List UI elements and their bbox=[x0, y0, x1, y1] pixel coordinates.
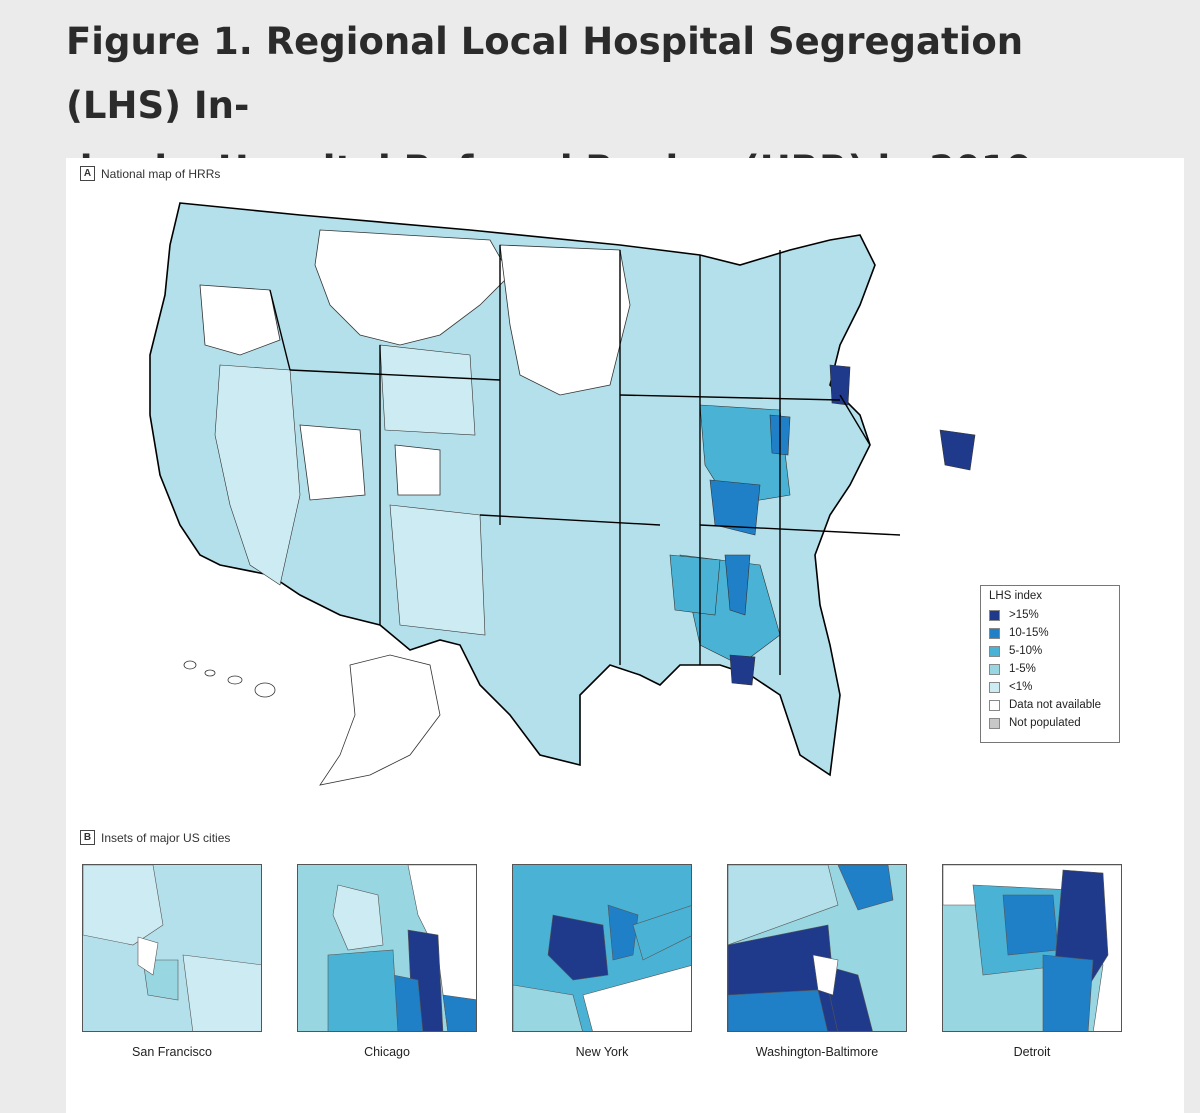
region-lt1-newmexico bbox=[389, 504, 486, 636]
panel-a-title: National map of HRRs bbox=[101, 166, 221, 181]
inset-san-francisco bbox=[82, 864, 262, 1032]
legend-swatch bbox=[989, 663, 1000, 675]
us-hrr-map bbox=[149, 202, 976, 786]
legend-item: <1% bbox=[989, 678, 1111, 696]
region-no-data-oregon bbox=[199, 284, 281, 356]
legend-label: 1-5% bbox=[1009, 663, 1036, 675]
inset-washington-baltimore bbox=[727, 864, 907, 1032]
legend-item: Data not available bbox=[989, 696, 1111, 714]
region-10to15-memphis bbox=[724, 554, 751, 616]
legend-item: >15% bbox=[989, 606, 1111, 624]
inset-label-washington-baltimore: Washington-Baltimore bbox=[755, 1045, 879, 1059]
inset-chicago bbox=[297, 864, 477, 1032]
legend-item: 5-10% bbox=[989, 642, 1111, 660]
inset-new-york bbox=[512, 864, 692, 1032]
legend-label: <1% bbox=[1009, 681, 1033, 693]
region-no-data-dakotas bbox=[499, 244, 631, 396]
legend-swatch bbox=[989, 627, 1000, 639]
region-gt15-neworleans bbox=[729, 654, 756, 686]
legend-swatch bbox=[989, 609, 1000, 621]
legend-label: 5-10% bbox=[1009, 645, 1043, 657]
panel-a-label: A National map of HRRs bbox=[80, 166, 220, 181]
inset-label-detroit: Detroit bbox=[1013, 1045, 1051, 1059]
legend-item: 10-15% bbox=[989, 624, 1111, 642]
legend-label: Data not available bbox=[1009, 699, 1102, 711]
inset-label-san-francisco: San Francisco bbox=[132, 1045, 212, 1059]
region-lt1-nevada bbox=[214, 364, 301, 586]
legend-label: >15% bbox=[1009, 609, 1039, 621]
region-10to15-stlouis bbox=[709, 479, 761, 536]
region-5to10-arkansas bbox=[669, 554, 721, 616]
panel-a-letter: A bbox=[80, 166, 95, 181]
legend-title: LHS index bbox=[989, 590, 1043, 602]
region-gt15-detroit bbox=[829, 364, 851, 406]
map-legend: LHS index >15% 10-15% 5-10% 1-5% <1% Dat… bbox=[980, 585, 1120, 743]
hawaii-islands bbox=[183, 660, 276, 698]
us-outline bbox=[149, 202, 876, 777]
legend-swatch bbox=[989, 645, 1000, 657]
inset-detroit bbox=[942, 864, 1122, 1032]
panel-b-title: Insets of major US cities bbox=[101, 830, 231, 845]
legend-swatch bbox=[989, 699, 1000, 711]
region-gt15-baltimore bbox=[939, 429, 976, 471]
inset-label-new-york: New York bbox=[575, 1045, 629, 1059]
panel-b-letter: B bbox=[80, 830, 95, 845]
region-5to10-midwest bbox=[699, 404, 791, 506]
alaska-outline bbox=[319, 654, 441, 786]
region-lt1-wyoming bbox=[379, 344, 476, 436]
inset-label-chicago: Chicago bbox=[364, 1045, 410, 1059]
legend-item: 1-5% bbox=[989, 660, 1111, 678]
legend-label: Not populated bbox=[1009, 717, 1081, 729]
legend-item: Not populated bbox=[989, 714, 1111, 732]
state-borders bbox=[269, 245, 901, 675]
legend-swatch bbox=[989, 717, 1000, 729]
region-no-data-utah bbox=[299, 424, 366, 501]
legend-swatch bbox=[989, 681, 1000, 693]
panel-b-label: B Insets of major US cities bbox=[80, 830, 230, 845]
region-no-data-colorado bbox=[394, 444, 441, 496]
legend-label: 10-15% bbox=[1009, 627, 1049, 639]
